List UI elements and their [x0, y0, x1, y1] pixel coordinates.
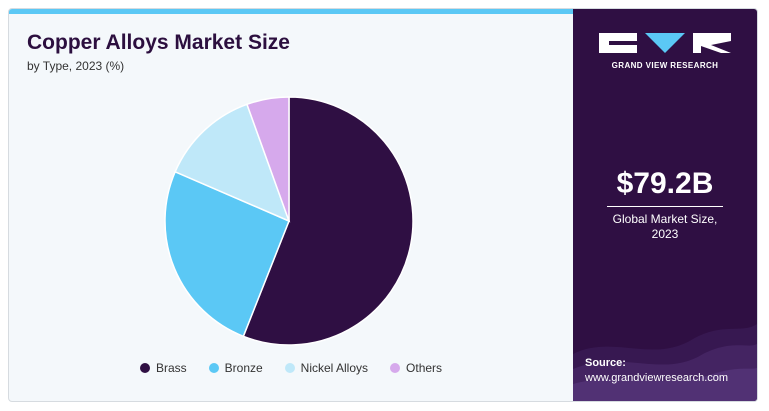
legend-item-others: Others: [390, 361, 442, 375]
legend-label: Brass: [155, 361, 187, 375]
source-label: Source:: [585, 357, 626, 369]
legend-item-nickel-alloys: Nickel Alloys: [284, 361, 369, 375]
legend-label: Nickel Alloys: [300, 361, 369, 375]
legend-label: Bronze: [224, 361, 263, 375]
legend-item-brass: Brass: [139, 361, 187, 375]
pie-slice-others: [246, 96, 290, 222]
legend-label: Others: [406, 361, 443, 375]
pie-slice-brass: [242, 96, 414, 346]
legend-swatch: [390, 363, 401, 373]
market-size-caption-line2: 2023: [651, 227, 679, 241]
info-panel: GRAND VIEW RESEARCH $79.2B Global Market…: [573, 9, 757, 401]
chart-card: Copper Alloys Market Size by Type, 2023 …: [8, 8, 758, 402]
market-size-caption: Global Market Size, 2023: [573, 212, 757, 242]
divider: [607, 206, 723, 207]
pie-slice-nickel-alloys: [174, 103, 291, 223]
legend-swatch: [284, 363, 295, 373]
source-link[interactable]: www.grandviewresearch.com: [585, 372, 729, 384]
accent-bar: [9, 9, 573, 14]
pie-slice-bronze: [164, 170, 290, 338]
market-size-caption-line1: Global Market Size,: [612, 212, 718, 226]
legend-swatch: [208, 363, 219, 373]
legend-swatch: [139, 363, 150, 373]
chart-title: Copper Alloys Market Size: [27, 31, 290, 54]
market-size-value: $79.2B: [616, 167, 714, 200]
chart-legend: Brass Bronze Nickel Alloys Others: [9, 361, 573, 375]
grand-view-research-logo: [599, 33, 731, 53]
pie-chart: [164, 96, 414, 346]
legend-item-bronze: Bronze: [208, 361, 263, 375]
chart-subtitle: by Type, 2023 (%): [27, 59, 125, 73]
wave-graphic: [573, 324, 757, 401]
brand-name: GRAND VIEW RESEARCH: [611, 61, 719, 70]
